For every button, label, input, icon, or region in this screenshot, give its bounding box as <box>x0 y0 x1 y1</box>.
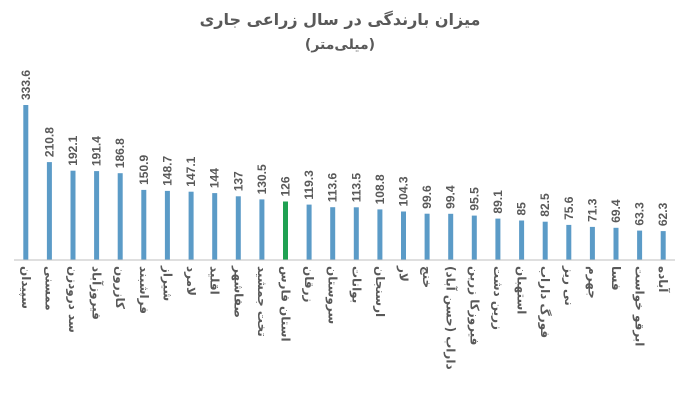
value-label: 126 <box>279 176 293 196</box>
value-label: 82.5 <box>538 193 552 217</box>
value-label: 62.3 <box>656 202 670 226</box>
bar <box>353 207 359 260</box>
category-label: داراب (حسن آباد) <box>444 266 459 370</box>
bar <box>613 227 619 260</box>
category-label: صفاشهر <box>231 265 245 318</box>
chart-subtitle: (میلی‌متر) <box>305 37 375 53</box>
category-label: آباده <box>656 266 671 293</box>
category-label: اقلید <box>208 266 222 295</box>
category-label: خنج <box>420 266 434 288</box>
category-label: ابرقو خواست <box>632 266 647 346</box>
category-label: سد درودزن <box>65 266 80 333</box>
bar <box>660 231 666 260</box>
value-label: 99.6 <box>420 185 434 209</box>
bar <box>283 201 288 260</box>
category-labels-layer: سپیدان ممسنی سد درودزن فیروزآباد کازرون فراشب… <box>19 265 671 370</box>
bar <box>117 173 123 260</box>
value-label: 69.4 <box>609 199 623 223</box>
category-label: فیروزآباد <box>89 266 105 320</box>
category-label: بوانات <box>348 266 363 303</box>
category-label: شیراز <box>160 265 174 301</box>
value-label: 148.7 <box>160 156 174 186</box>
bar <box>637 230 643 260</box>
value-label: 99.4 <box>444 185 458 209</box>
bar <box>471 215 477 260</box>
category-label: ممسنی <box>42 266 56 311</box>
bar <box>589 226 595 260</box>
value-label: 71.3 <box>585 198 599 222</box>
bar <box>164 190 170 260</box>
value-label: 137 <box>231 171 245 191</box>
bar <box>188 191 194 260</box>
value-label: 108.8 <box>373 174 387 204</box>
bar <box>542 221 548 260</box>
category-label: تخت جمشید <box>255 266 269 337</box>
value-label: 333.6 <box>19 70 33 100</box>
bars-layer <box>23 105 666 260</box>
category-label: فیروزکا زرین <box>466 266 481 345</box>
value-label: 113.5 <box>349 173 363 203</box>
bar <box>377 209 383 260</box>
category-label: زرین دشت <box>491 266 505 330</box>
value-label: 104.3 <box>397 176 411 206</box>
category-label: استان فارس <box>279 266 293 342</box>
chart-title: میزان بارندگی در سال زراعی جاری <box>200 10 481 29</box>
value-label: 130.5 <box>255 164 269 194</box>
category-label: فسا <box>609 266 623 291</box>
bar <box>424 213 430 260</box>
bar <box>401 211 406 260</box>
bar <box>212 193 218 260</box>
value-label: 75.6 <box>562 196 576 220</box>
bar <box>70 170 76 260</box>
value-label: 85 <box>515 202 529 216</box>
value-label: 119.3 <box>302 170 316 200</box>
bar <box>448 213 454 260</box>
category-label: جهرم <box>584 266 599 299</box>
bar <box>495 218 501 260</box>
value-label: 95.5 <box>467 187 481 211</box>
category-label: لار <box>397 265 411 282</box>
bar <box>330 207 336 260</box>
bar <box>259 199 265 260</box>
value-label: 186.8 <box>113 138 127 168</box>
value-labels-layer: 333.6 210.8 192.1 191.4 186.8 150.9 148.7 147.1… <box>19 70 670 226</box>
value-label: 113.6 <box>326 173 340 203</box>
bar <box>519 220 525 260</box>
category-label: فورگ داراب <box>537 266 553 338</box>
category-label: لامرد <box>184 266 198 296</box>
category-label: نی ریز <box>562 265 576 306</box>
bar <box>46 162 52 260</box>
category-label: کازرون <box>112 266 127 309</box>
value-label: 150.9 <box>137 155 151 185</box>
category-label: زرقان <box>302 266 316 303</box>
category-label: سپیدان <box>19 266 33 309</box>
bar <box>23 105 29 260</box>
value-label: 144 <box>208 168 222 188</box>
bar <box>235 196 241 260</box>
value-label: 147.1 <box>184 156 198 186</box>
bar <box>306 204 312 260</box>
bar <box>94 171 100 260</box>
bar <box>141 189 147 260</box>
category-label: سروستان <box>325 266 340 324</box>
value-label: 191.4 <box>90 136 104 166</box>
value-label: 89.1 <box>491 190 505 214</box>
category-label: استهبان <box>515 266 529 314</box>
value-label: 192.1 <box>66 135 80 165</box>
bar <box>566 224 572 260</box>
category-label: فراشبند <box>137 266 151 314</box>
value-label: 63.3 <box>633 202 647 226</box>
category-label: ارسنجان <box>373 266 387 317</box>
value-label: 210.8 <box>42 127 56 157</box>
